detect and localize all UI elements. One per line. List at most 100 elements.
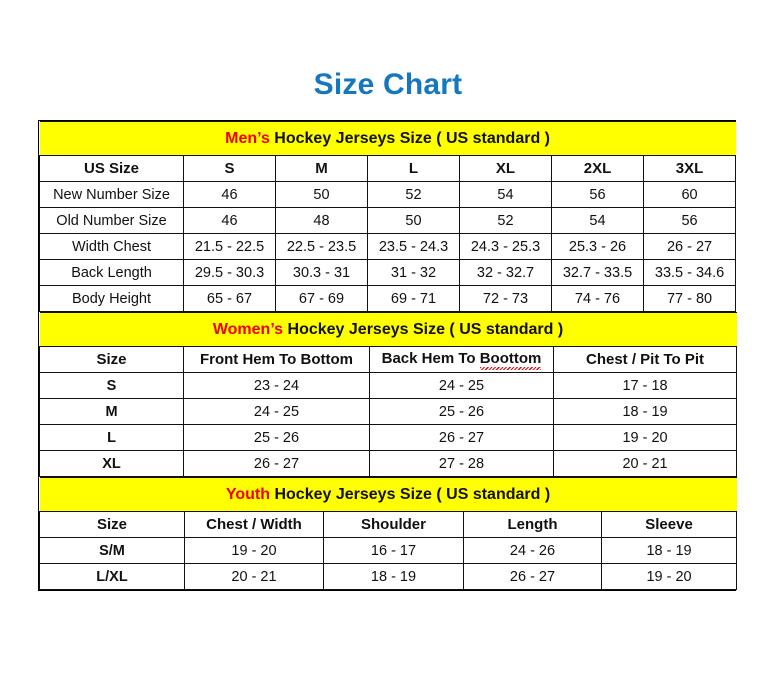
table-cell: 69 - 71 bbox=[367, 285, 460, 312]
mens-col-0: US Size bbox=[39, 155, 184, 182]
mens-col-6: 3XL bbox=[642, 155, 737, 182]
mens-row-label: Back Length bbox=[39, 259, 184, 286]
table-cell: 31 - 32 bbox=[367, 259, 460, 286]
womens-banner-cell: Women’s Hockey Jerseys Size ( US standar… bbox=[39, 312, 737, 347]
table-row: M 24 - 25 25 - 26 18 - 19 bbox=[39, 398, 738, 425]
youth-banner-cell: Youth Hockey Jerseys Size ( US standard … bbox=[39, 477, 737, 512]
youth-col-4: Sleeve bbox=[600, 511, 738, 538]
womens-header-row: Size Front Hem To Bottom Back Hem To Boo… bbox=[39, 346, 738, 373]
mens-size-table: Men’s Hockey Jerseys Size ( US standard … bbox=[39, 121, 737, 312]
youth-col-2: Shoulder bbox=[323, 511, 464, 538]
table-cell: 26 - 27 bbox=[463, 563, 602, 590]
womens-row-label: S bbox=[39, 372, 184, 399]
table-cell: 18 - 19 bbox=[600, 537, 738, 564]
table-cell: 52 bbox=[459, 207, 552, 234]
table-cell: 77 - 80 bbox=[642, 285, 737, 312]
youth-row-label: L/XL bbox=[39, 563, 185, 590]
table-cell: 52 bbox=[367, 181, 460, 208]
table-row: Old Number Size 46 48 50 52 54 56 bbox=[39, 207, 737, 234]
misspelled-word: Boottom bbox=[479, 349, 542, 370]
womens-banner-accent: Women’s bbox=[212, 320, 284, 338]
table-row: S/M 19 - 20 16 - 17 24 - 26 18 - 19 bbox=[39, 537, 738, 564]
table-cell: 24 - 25 bbox=[369, 372, 554, 399]
table-cell: 32.7 - 33.5 bbox=[551, 259, 644, 286]
table-row: L 25 - 26 26 - 27 19 - 20 bbox=[39, 424, 738, 451]
table-cell: 22.5 - 23.5 bbox=[275, 233, 368, 260]
table-cell: 50 bbox=[367, 207, 460, 234]
mens-col-4: XL bbox=[459, 155, 552, 182]
page-title: Size Chart bbox=[313, 68, 463, 101]
table-cell: 48 bbox=[275, 207, 368, 234]
table-cell: 54 bbox=[551, 207, 644, 234]
table-cell: 56 bbox=[551, 181, 644, 208]
womens-row-label: M bbox=[39, 398, 184, 425]
table-cell: 26 - 27 bbox=[642, 233, 737, 260]
table-cell: 60 bbox=[642, 181, 737, 208]
womens-col-3: Chest / Pit To Pit bbox=[552, 346, 738, 373]
mens-row-label: New Number Size bbox=[39, 181, 184, 208]
mens-col-5: 2XL bbox=[551, 155, 644, 182]
table-cell: 25 - 26 bbox=[183, 424, 370, 451]
table-cell: 56 bbox=[642, 207, 737, 234]
table-cell: 23.5 - 24.3 bbox=[367, 233, 460, 260]
mens-header-row: US Size S M L XL 2XL 3XL bbox=[39, 155, 737, 182]
table-cell: 24.3 - 25.3 bbox=[459, 233, 552, 260]
size-chart-tables: Men’s Hockey Jerseys Size ( US standard … bbox=[38, 120, 738, 591]
table-cell: 21.5 - 22.5 bbox=[183, 233, 276, 260]
mens-col-3: L bbox=[367, 155, 460, 182]
table-cell: 26 - 27 bbox=[183, 450, 370, 477]
table-cell: 25.3 - 26 bbox=[551, 233, 644, 260]
table-row: Body Height 65 - 67 67 - 69 69 - 71 72 -… bbox=[39, 285, 737, 312]
table-cell: 30.3 - 31 bbox=[275, 259, 368, 286]
table-cell: 18 - 19 bbox=[323, 563, 464, 590]
table-cell: 26 - 27 bbox=[369, 424, 554, 451]
table-cell: 16 - 17 bbox=[323, 537, 464, 564]
table-cell: 20 - 21 bbox=[184, 563, 324, 590]
youth-row-label: S/M bbox=[39, 537, 185, 564]
table-cell: 19 - 20 bbox=[552, 424, 738, 451]
youth-col-0: Size bbox=[39, 511, 185, 538]
table-cell: 17 - 18 bbox=[552, 372, 738, 399]
table-row: L/XL 20 - 21 18 - 19 26 - 27 19 - 20 bbox=[39, 563, 738, 590]
youth-size-table: Youth Hockey Jerseys Size ( US standard … bbox=[39, 477, 738, 590]
womens-col-0: Size bbox=[39, 346, 184, 373]
mens-row-label: Width Chest bbox=[39, 233, 184, 260]
mens-banner-cell: Men’s Hockey Jerseys Size ( US standard … bbox=[39, 121, 736, 156]
table-cell: 72 - 73 bbox=[459, 285, 552, 312]
table-row: XL 26 - 27 27 - 28 20 - 21 bbox=[39, 450, 738, 477]
youth-banner-rest: Hockey Jerseys Size ( US standard ) bbox=[270, 485, 551, 503]
table-cell: 67 - 69 bbox=[275, 285, 368, 312]
youth-banner-accent: Youth bbox=[225, 485, 271, 503]
womens-row-label: L bbox=[39, 424, 184, 451]
womens-col-1: Front Hem To Bottom bbox=[183, 346, 370, 373]
table-cell: 19 - 20 bbox=[184, 537, 324, 564]
table-row: S 23 - 24 24 - 25 17 - 18 bbox=[39, 372, 738, 399]
table-cell: 27 - 28 bbox=[369, 450, 554, 477]
table-cell: 24 - 25 bbox=[183, 398, 370, 425]
mens-banner-row: Men’s Hockey Jerseys Size ( US standard … bbox=[39, 121, 736, 156]
table-row: Width Chest 21.5 - 22.5 22.5 - 23.5 23.5… bbox=[39, 233, 737, 260]
womens-row-label: XL bbox=[39, 450, 184, 477]
womens-banner-rest: Hockey Jerseys Size ( US standard ) bbox=[283, 320, 564, 338]
table-row: New Number Size 46 50 52 54 56 60 bbox=[39, 181, 737, 208]
table-cell: 65 - 67 bbox=[183, 285, 276, 312]
table-cell: 46 bbox=[183, 181, 276, 208]
table-cell: 46 bbox=[183, 207, 276, 234]
mens-row-label: Body Height bbox=[39, 285, 184, 312]
mens-row-label: Old Number Size bbox=[39, 207, 184, 234]
mens-banner-rest: Hockey Jerseys Size ( US standard ) bbox=[269, 129, 550, 147]
table-row: Back Length 29.5 - 30.3 30.3 - 31 31 - 3… bbox=[39, 259, 737, 286]
mens-col-2: M bbox=[275, 155, 368, 182]
womens-size-table: Women’s Hockey Jerseys Size ( US standar… bbox=[39, 312, 738, 477]
mens-banner-accent: Men’s bbox=[225, 129, 270, 147]
table-cell: 29.5 - 30.3 bbox=[183, 259, 276, 286]
table-cell: 33.5 - 34.6 bbox=[642, 259, 737, 286]
table-cell: 20 - 21 bbox=[552, 450, 738, 477]
youth-col-3: Length bbox=[463, 511, 602, 538]
youth-col-1: Chest / Width bbox=[184, 511, 324, 538]
womens-banner-row: Women’s Hockey Jerseys Size ( US standar… bbox=[39, 312, 737, 347]
table-cell: 18 - 19 bbox=[552, 398, 738, 425]
table-cell: 25 - 26 bbox=[369, 398, 554, 425]
table-cell: 32 - 32.7 bbox=[459, 259, 552, 286]
